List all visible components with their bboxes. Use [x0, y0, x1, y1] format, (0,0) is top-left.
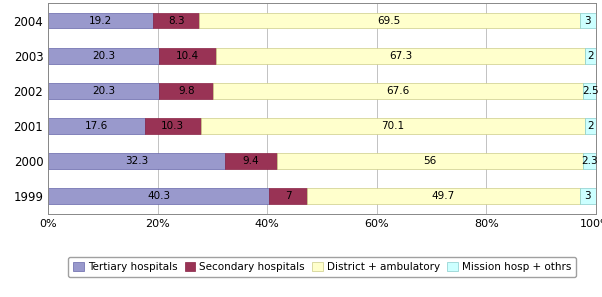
Text: 10.4: 10.4	[176, 51, 199, 61]
Text: 70.1: 70.1	[382, 121, 405, 131]
Bar	[48, 83, 160, 99]
Legend: Tertiary hospitals, Secondary hospitals, District + ambulatory, Mission hosp + o: Tertiary hospitals, Secondary hospitals,…	[68, 257, 576, 277]
Text: 2: 2	[587, 121, 594, 131]
Bar	[225, 153, 276, 169]
Text: 3: 3	[585, 191, 591, 201]
Bar	[48, 188, 269, 204]
Bar	[48, 153, 225, 169]
Bar	[276, 153, 583, 169]
Bar	[154, 13, 199, 29]
Bar	[160, 48, 216, 64]
Bar	[48, 13, 154, 29]
Text: 9.8: 9.8	[178, 86, 194, 96]
Text: 17.6: 17.6	[85, 121, 108, 131]
Bar	[585, 118, 596, 134]
Bar	[201, 118, 585, 134]
Text: 10.3: 10.3	[161, 121, 184, 131]
Bar	[213, 83, 583, 99]
Bar	[160, 83, 213, 99]
Bar	[585, 48, 596, 64]
Text: 40.3: 40.3	[147, 191, 170, 201]
Text: 9.4: 9.4	[243, 156, 259, 166]
Text: 67.6: 67.6	[386, 86, 410, 96]
Bar	[583, 83, 597, 99]
Text: 56: 56	[423, 156, 436, 166]
Text: 2: 2	[587, 51, 594, 61]
Bar	[144, 118, 201, 134]
Bar	[269, 188, 307, 204]
Text: 2.5: 2.5	[582, 86, 598, 96]
Text: 69.5: 69.5	[377, 15, 401, 26]
Text: 20.3: 20.3	[92, 51, 116, 61]
Bar	[216, 48, 585, 64]
Bar	[307, 188, 580, 204]
Text: 8.3: 8.3	[168, 15, 184, 26]
Text: 32.3: 32.3	[125, 156, 148, 166]
Bar	[580, 13, 596, 29]
Bar	[583, 153, 596, 169]
Bar	[199, 13, 580, 29]
Text: 2.3: 2.3	[582, 156, 598, 166]
Text: 19.2: 19.2	[89, 15, 113, 26]
Bar	[48, 48, 160, 64]
Text: 67.3: 67.3	[389, 51, 412, 61]
Bar	[580, 188, 596, 204]
Bar	[48, 118, 144, 134]
Text: 49.7: 49.7	[432, 191, 455, 201]
Text: 20.3: 20.3	[92, 86, 116, 96]
Text: 3: 3	[585, 15, 591, 26]
Text: 7: 7	[285, 191, 291, 201]
